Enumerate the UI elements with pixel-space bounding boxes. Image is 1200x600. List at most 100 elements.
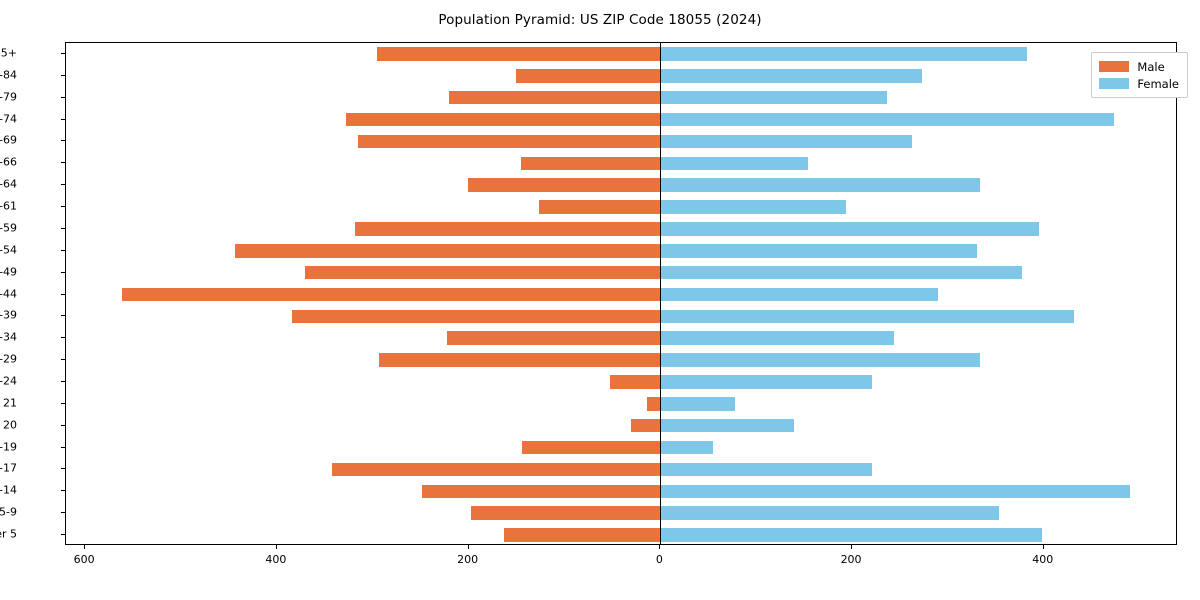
y-axis-tick-mark bbox=[61, 446, 65, 448]
y-axis-tick-mark bbox=[61, 74, 65, 76]
x-axis-tick-label: 600 bbox=[73, 553, 95, 566]
bar-female[interactable] bbox=[660, 69, 923, 83]
bar-female[interactable] bbox=[660, 47, 1027, 61]
pyramid-row bbox=[66, 156, 1176, 171]
bar-male[interactable] bbox=[521, 156, 661, 171]
y-axis-tick-mark bbox=[61, 359, 65, 361]
bar-female[interactable] bbox=[660, 418, 794, 433]
bar-male[interactable] bbox=[345, 112, 661, 127]
bar-female[interactable] bbox=[660, 265, 1022, 280]
bar-female[interactable] bbox=[660, 309, 1075, 324]
y-axis-tick-label: 65-66 bbox=[0, 155, 17, 169]
bar-male[interactable] bbox=[354, 222, 661, 236]
bar-female[interactable] bbox=[660, 222, 1039, 236]
y-axis-tick-label: 80-84 bbox=[0, 68, 17, 82]
y-axis-tick-label: 35-39 bbox=[0, 308, 17, 322]
y-axis-tick-mark bbox=[61, 490, 65, 492]
bar-female[interactable] bbox=[660, 243, 977, 258]
x-axis-tick-mark bbox=[84, 545, 86, 549]
bar-female[interactable] bbox=[660, 462, 873, 477]
zero-axis-line bbox=[660, 43, 662, 544]
bar-female[interactable] bbox=[660, 506, 999, 520]
bar-female[interactable] bbox=[660, 331, 895, 345]
y-axis-tick-label: 60-61 bbox=[0, 199, 17, 213]
y-axis-tick-mark bbox=[61, 315, 65, 317]
legend-entry[interactable]: Male bbox=[1099, 58, 1179, 75]
pyramid-row bbox=[66, 69, 1176, 83]
bar-male[interactable] bbox=[446, 331, 661, 345]
bar-female[interactable] bbox=[660, 484, 1131, 499]
bar-male[interactable] bbox=[630, 418, 661, 433]
pyramid-row bbox=[66, 418, 1176, 433]
bar-male[interactable] bbox=[331, 462, 661, 477]
bar-female[interactable] bbox=[660, 134, 913, 149]
chart-title: Population Pyramid: US ZIP Code 18055 (2… bbox=[438, 12, 762, 28]
bar-female[interactable] bbox=[660, 353, 980, 367]
y-axis-tick-label: 15-17 bbox=[0, 461, 17, 475]
y-axis-tick-label: 22-24 bbox=[0, 374, 17, 388]
y-axis-tick-label: 50-54 bbox=[0, 243, 17, 257]
bar-female[interactable] bbox=[660, 397, 736, 411]
pyramid-row bbox=[66, 375, 1176, 389]
y-axis-tick-mark bbox=[61, 534, 65, 536]
bar-female[interactable] bbox=[660, 178, 980, 192]
bar-female[interactable] bbox=[660, 90, 887, 105]
bar-male[interactable] bbox=[421, 484, 661, 499]
bar-male[interactable] bbox=[234, 243, 661, 258]
pyramid-row bbox=[66, 47, 1176, 61]
x-axis-tick-label: 0 bbox=[655, 553, 663, 566]
bar-male[interactable] bbox=[538, 200, 661, 214]
y-axis-tick-mark bbox=[61, 380, 65, 382]
bar-female[interactable] bbox=[660, 200, 847, 214]
bar-female[interactable] bbox=[660, 440, 714, 455]
y-axis-tick-label: 20 bbox=[3, 418, 17, 432]
legend-entry[interactable]: Female bbox=[1099, 75, 1179, 92]
bar-female[interactable] bbox=[660, 112, 1114, 127]
bar-male[interactable] bbox=[449, 90, 661, 105]
y-axis-tick-label: 30-34 bbox=[0, 330, 17, 344]
pyramid-row bbox=[66, 506, 1176, 520]
bar-female[interactable] bbox=[660, 156, 808, 171]
bar-male[interactable] bbox=[610, 375, 661, 389]
bar-female[interactable] bbox=[660, 528, 1042, 542]
x-axis-tick-mark bbox=[467, 545, 469, 549]
x-axis-tick-label: 200 bbox=[840, 553, 862, 566]
bar-male[interactable] bbox=[515, 69, 661, 83]
y-axis-tick-label: 25-29 bbox=[0, 352, 17, 366]
y-axis-tick-label: 67-69 bbox=[0, 133, 17, 147]
x-axis-tick-label: 400 bbox=[1032, 553, 1054, 566]
plot-area bbox=[65, 42, 1177, 545]
bar-male[interactable] bbox=[121, 287, 661, 302]
y-axis-tick-label: 70-74 bbox=[0, 112, 17, 126]
y-axis-tick-mark bbox=[61, 337, 65, 339]
y-axis-tick-label: 40-44 bbox=[0, 287, 17, 300]
bar-male[interactable] bbox=[471, 506, 661, 520]
bar-male[interactable] bbox=[376, 47, 661, 61]
pyramid-row bbox=[66, 200, 1176, 214]
bar-male[interactable] bbox=[304, 265, 661, 280]
y-axis-tick-mark bbox=[61, 118, 65, 120]
bar-male[interactable] bbox=[504, 528, 661, 542]
chart-legend: Male Female bbox=[1091, 52, 1188, 98]
pyramid-row bbox=[66, 462, 1176, 477]
pyramid-row bbox=[66, 243, 1176, 258]
pyramid-row bbox=[66, 397, 1176, 411]
bar-male[interactable] bbox=[358, 134, 661, 149]
bar-male[interactable] bbox=[292, 309, 661, 324]
y-axis-tick-mark bbox=[61, 140, 65, 142]
bar-male[interactable] bbox=[522, 440, 661, 455]
y-axis-tick-mark bbox=[61, 52, 65, 54]
pyramid-row bbox=[66, 440, 1176, 455]
y-axis-tick-mark bbox=[61, 512, 65, 514]
bar-female[interactable] bbox=[660, 287, 939, 302]
bar-male[interactable] bbox=[467, 178, 661, 192]
bar-female[interactable] bbox=[660, 375, 873, 389]
y-axis-tick-mark bbox=[61, 271, 65, 273]
bar-male[interactable] bbox=[378, 353, 661, 367]
legend-swatch-icon bbox=[1099, 61, 1130, 72]
y-axis-tick-label: 45-49 bbox=[0, 265, 17, 279]
bar-male[interactable] bbox=[646, 397, 661, 411]
legend-label: Male bbox=[1137, 59, 1165, 74]
y-axis-tick-label: 21 bbox=[3, 396, 17, 410]
